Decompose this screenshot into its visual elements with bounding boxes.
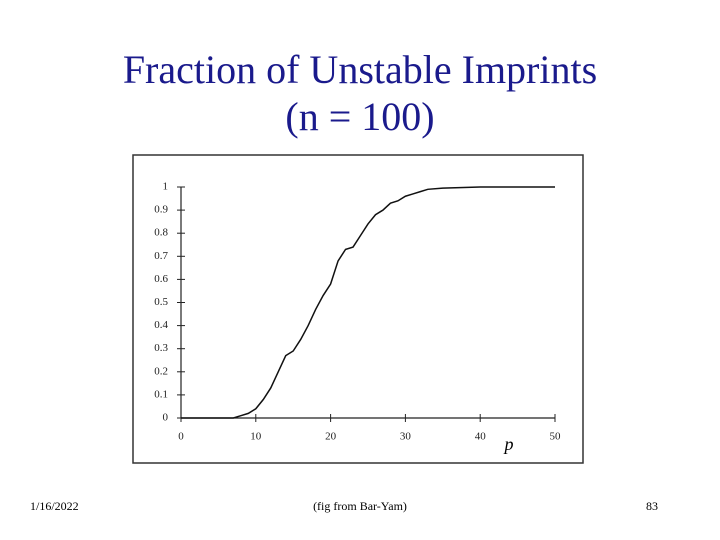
x-tick-label: 10 — [250, 431, 262, 443]
footer-note: (fig from Bar-Yam) — [313, 499, 407, 513]
slide-title: Fraction of Unstable Imprints — [123, 47, 597, 92]
slide-subtitle: (n = 100) — [285, 94, 434, 139]
y-tick-label: 0.5 — [154, 296, 168, 308]
y-tick-label: 0.1 — [154, 388, 168, 400]
y-tick-label: 1 — [163, 181, 169, 193]
y-tick-label: 0.8 — [154, 227, 168, 239]
y-tick-label: 0 — [163, 412, 169, 424]
page-number: 83 — [646, 499, 658, 513]
x-tick-label: 20 — [325, 431, 337, 443]
x-axis-label: p — [503, 434, 514, 454]
figure-frame — [132, 154, 584, 464]
y-tick-label: 0.7 — [154, 250, 168, 262]
data-line — [181, 186, 555, 419]
x-tick-label: 30 — [400, 431, 412, 443]
y-tick-label: 0.9 — [154, 204, 168, 216]
x-tick-label: 0 — [178, 431, 184, 443]
y-tick-label: 0.3 — [154, 342, 168, 354]
y-tick-label: 0.2 — [154, 365, 168, 377]
footer-date: 1/16/2022 — [30, 499, 79, 513]
x-tick-label: 50 — [550, 431, 562, 443]
y-tick-label: 0.4 — [154, 319, 168, 331]
y-tick-label: 0.6 — [154, 273, 168, 285]
x-tick-label: 40 — [475, 431, 487, 443]
